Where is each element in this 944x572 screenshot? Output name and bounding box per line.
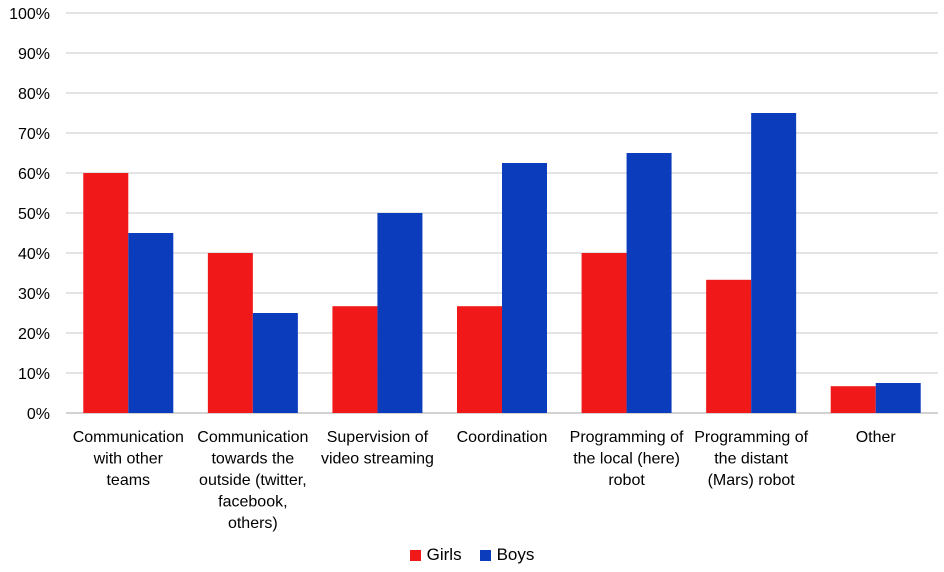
legend: Girls Boys xyxy=(0,545,944,565)
bar-boys xyxy=(751,113,797,413)
x-tick-label: Programming of the local (here) robot xyxy=(570,429,684,489)
legend-item-boys: Boys xyxy=(479,545,535,565)
legend-swatch-girls xyxy=(409,549,421,561)
x-axis-labels: Communication with other teamsCommunicatio… xyxy=(73,429,897,532)
y-tick-label: 70% xyxy=(18,126,50,143)
y-tick-label: 50% xyxy=(18,206,50,223)
y-tick-label: 30% xyxy=(18,286,50,303)
bar-girls xyxy=(706,279,752,413)
y-tick-label: 80% xyxy=(18,86,50,103)
bar-girls xyxy=(207,253,253,413)
y-axis-ticks: 0% 10% 20% 30% 40% 50% 60% 70% 80% 90% 100% xyxy=(9,6,50,423)
bar-girls xyxy=(830,386,876,413)
legend-swatch-boys xyxy=(479,549,491,561)
legend-label-boys: Boys xyxy=(496,545,535,564)
x-tick-label: Coordination xyxy=(457,429,548,446)
y-tick-label: 0% xyxy=(27,406,50,423)
x-tick-label: Communication towards the outside (twitter… xyxy=(197,429,308,532)
y-tick-label: 20% xyxy=(18,326,50,343)
bar-girls xyxy=(581,253,627,413)
legend-label-girls: Girls xyxy=(426,545,462,564)
x-tick-label: Other xyxy=(856,429,897,446)
bars xyxy=(83,113,921,413)
bar-girls xyxy=(83,173,129,413)
y-tick-label: 10% xyxy=(18,366,50,383)
y-tick-label: 90% xyxy=(18,46,50,63)
x-tick-label: Communication with other teams xyxy=(73,429,184,489)
bar-boys xyxy=(377,213,423,413)
bar-boys xyxy=(875,383,921,413)
y-tick-label: 60% xyxy=(18,166,50,183)
legend-item-girls: Girls xyxy=(409,545,462,565)
y-tick-label: 40% xyxy=(18,246,50,263)
bar-boys xyxy=(252,313,298,413)
x-tick-label: Supervision of video streaming xyxy=(321,429,434,468)
x-tick-label: Programming of the distant (Mars) robot xyxy=(694,429,808,489)
bar-girls xyxy=(457,306,502,413)
bar-boys xyxy=(626,153,672,413)
bar-boys xyxy=(128,233,174,413)
y-tick-label: 100% xyxy=(9,6,50,23)
bar-girls xyxy=(332,306,378,413)
bar-boys xyxy=(502,163,547,413)
